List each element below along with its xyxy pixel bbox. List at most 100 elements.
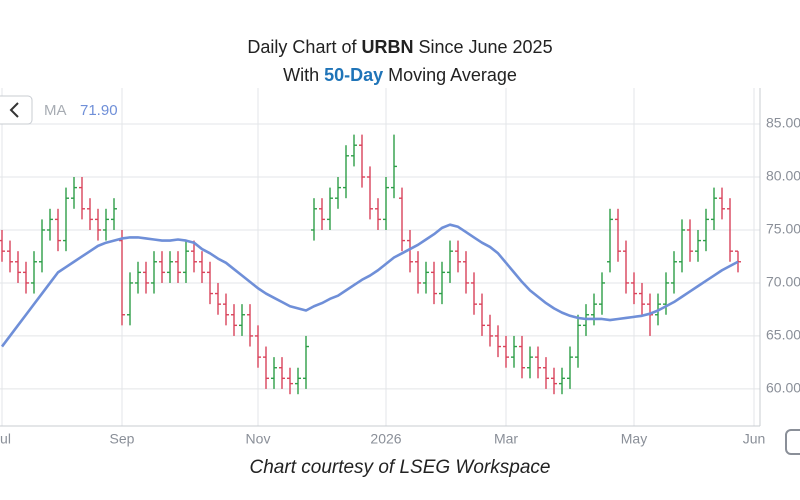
- ohlc-bar: [383, 177, 389, 230]
- ohlc-bar: [103, 208, 109, 241]
- back-icon: [9, 102, 19, 118]
- title-part: 50-Day: [324, 65, 383, 85]
- ohlc-bar: [535, 346, 541, 379]
- ohlc-bar: [391, 134, 397, 199]
- ohlc-bar: [695, 229, 701, 262]
- ohlc-bar: [407, 229, 413, 273]
- x-tick-label: 2026: [370, 431, 401, 447]
- x-tick-label: Sep: [110, 431, 135, 447]
- ohlc-bar: [399, 187, 405, 252]
- ohlc-bar: [0, 229, 5, 262]
- ohlc-bar: [151, 251, 157, 294]
- ohlc-bar: [143, 261, 149, 294]
- ohlc-bar: [631, 272, 637, 305]
- ohlc-bar: [319, 198, 325, 230]
- ohlc-bar: [359, 134, 365, 188]
- ohlc-bar: [183, 240, 189, 283]
- ohlc-bar: [159, 251, 165, 283]
- ohlc-bar: [607, 208, 613, 273]
- ohlc-bar: [727, 198, 733, 262]
- ohlc-bar: [311, 198, 317, 241]
- ohlc-bar: [599, 272, 605, 315]
- ohlc-bar: [295, 367, 301, 395]
- ohlc-bar: [719, 187, 725, 220]
- ohlc-bar: [135, 261, 141, 294]
- y-tick-label: 75.00: [766, 221, 800, 237]
- legend-value: 71.90: [80, 102, 118, 119]
- ohlc-bar: [215, 282, 221, 315]
- ohlc-bar: [623, 240, 629, 294]
- ohlc-bar: [335, 177, 341, 209]
- ohlc-bar: [671, 251, 677, 294]
- ohlc-bar: [271, 357, 277, 389]
- ohlc-bar: [127, 272, 133, 326]
- ohlc-bar: [7, 240, 13, 273]
- settings-icon[interactable]: [785, 429, 800, 455]
- ohlc-bar: [639, 282, 645, 315]
- ohlc-bar: [327, 187, 333, 230]
- ohlc-bar: [711, 187, 717, 230]
- ohlc-bar: [351, 134, 357, 167]
- title-part: URBN: [361, 37, 413, 57]
- ohlc-bar: [463, 251, 469, 294]
- ohlc-bar: [519, 335, 525, 379]
- ohlc-bar: [47, 208, 53, 241]
- back-button[interactable]: [0, 95, 33, 125]
- title-part: Moving Average: [383, 65, 517, 85]
- ohlc-bar: [279, 357, 285, 389]
- axis-labels: 60.00 65.00 70.00 75.00 80.00 85.00 Jul Sep Nov 2…: [0, 115, 800, 447]
- ohlc-bar: [559, 367, 565, 395]
- ohlc-bar: [111, 198, 117, 230]
- y-tick-label: 65.00: [766, 327, 800, 343]
- y-tick-label: 60.00: [766, 380, 800, 396]
- ohlc-bar: [487, 314, 493, 347]
- ohlc-bar: [679, 219, 685, 273]
- ohlc-bar: [375, 198, 381, 230]
- moving-average-line: [0, 223, 739, 348]
- ohlc-bar: [63, 187, 69, 252]
- ohlc-bar: [479, 293, 485, 336]
- ohlc-bar: [503, 335, 509, 368]
- ohlc-bar: [39, 219, 45, 273]
- ohlc-bar: [439, 261, 445, 305]
- ohlc-bar: [343, 145, 349, 199]
- ohlc-bar: [367, 166, 373, 220]
- x-tick-label: Nov: [246, 431, 271, 447]
- ohlc-bar: [575, 314, 581, 368]
- y-tick-label: 70.00: [766, 274, 800, 290]
- ohlc-bar: [511, 335, 517, 368]
- ohlc-bar: [567, 346, 573, 389]
- grid: [0, 88, 760, 426]
- ohlc-bar: [615, 208, 621, 262]
- ohlc-bar: [191, 240, 197, 273]
- ohlc-bar: [455, 240, 461, 273]
- title-part: Daily Chart of: [247, 37, 361, 57]
- ohlc-bar: [255, 325, 261, 368]
- chart-subtitle: With 50-Day Moving Average: [283, 65, 517, 85]
- ohlc-bar: [431, 261, 437, 305]
- ohlc-bar: [199, 251, 205, 283]
- ohlc-bar: [87, 198, 93, 230]
- ohlc-bar: [223, 293, 229, 326]
- ohlc-bar: [471, 272, 477, 315]
- chart-title: Daily Chart of URBN Since June 2025: [247, 37, 552, 57]
- ohlc-bar: [415, 251, 421, 294]
- ohlc-bar: [303, 335, 309, 389]
- ohlc-bar: [31, 251, 37, 294]
- ohlc-bar: [543, 357, 549, 389]
- ohlc-bar: [167, 251, 173, 283]
- ohlc-bar: [447, 240, 453, 283]
- ohlc-bar: [263, 346, 269, 389]
- ohlc-bar: [119, 229, 125, 326]
- ohlc-bar: [15, 251, 21, 283]
- ohlc-bar: [703, 208, 709, 252]
- y-tick-label: 80.00: [766, 168, 800, 184]
- ohlc-bar: [527, 346, 533, 379]
- ohlc-bar: [79, 177, 85, 220]
- ohlc-bar: [23, 261, 29, 294]
- ohlc-bar: [207, 261, 213, 305]
- ohlc-bar: [71, 177, 77, 209]
- title-part: Since June 2025: [413, 37, 552, 57]
